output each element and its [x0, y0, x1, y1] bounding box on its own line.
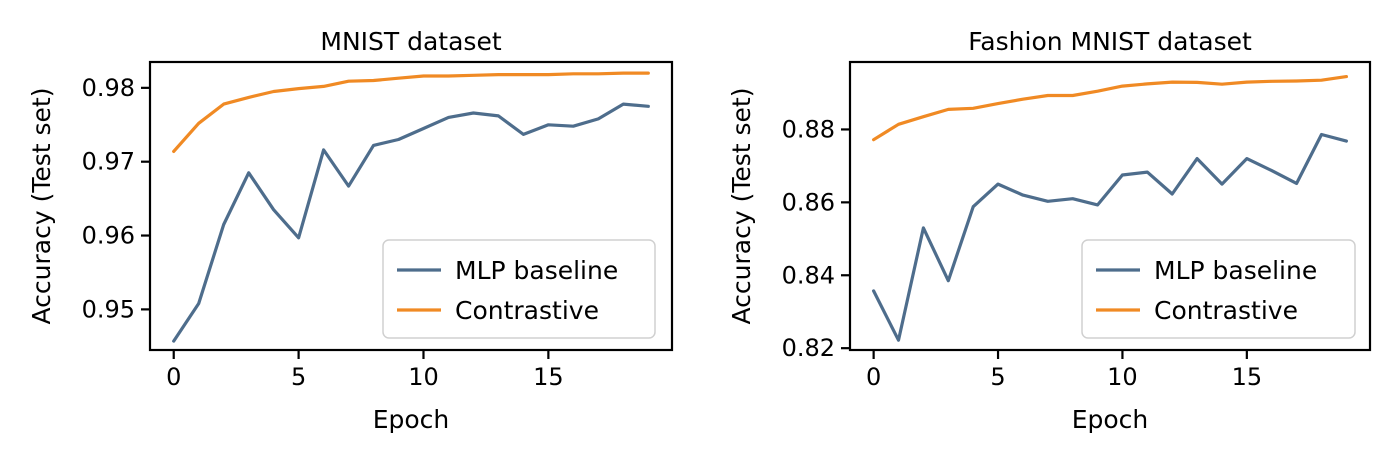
plot-frame	[148, 60, 674, 352]
x-tick-label: 10	[408, 363, 439, 391]
chart-panel-2: 0 5 10 15 0.82 0.84 0.86 0.88 Fashion MNIST data…	[727, 27, 1372, 434]
legend-box	[382, 239, 656, 339]
legend-label: MLP baseline	[1154, 256, 1317, 285]
x-tick-label: 15	[533, 363, 564, 391]
legend-label: MLP baseline	[455, 256, 618, 285]
y-tick-label: 0.84	[782, 261, 835, 289]
y-tick-label: 0.82	[782, 334, 835, 362]
x-tick-label: 5	[990, 363, 1005, 391]
y-axis-label: Accuracy (Test set)	[727, 88, 756, 325]
y-axis-label: Accuracy (Test set)	[27, 88, 56, 325]
series-line-contrastive	[871, 74, 1349, 142]
series-line-mlp-baseline	[172, 102, 650, 343]
series-line-contrastive	[172, 71, 650, 153]
legend: MLP baseline Contrastive	[382, 239, 656, 339]
y-tick-label: 0.88	[782, 115, 835, 143]
series-line-mlp-baseline	[871, 132, 1349, 342]
x-tick-label: 0	[166, 363, 181, 391]
y-tick-label: 0.97	[82, 148, 135, 176]
y-tick-label: 0.95	[82, 295, 135, 323]
legend-label: Contrastive	[455, 296, 599, 325]
chart-title: Fashion MNIST dataset	[968, 27, 1252, 56]
chart-title: MNIST dataset	[320, 27, 501, 56]
legend: MLP baseline Contrastive	[1081, 239, 1356, 339]
y-tick-label: 0.98	[82, 74, 135, 102]
y-tick-label: 0.96	[82, 222, 135, 250]
x-tick-label: 10	[1107, 363, 1138, 391]
legend-label: Contrastive	[1154, 296, 1298, 325]
x-tick-label: 15	[1232, 363, 1263, 391]
plot-frame	[848, 60, 1372, 352]
x-axis-label: Epoch	[373, 405, 450, 434]
x-tick-label: 0	[866, 363, 881, 391]
x-axis-label: Epoch	[1072, 405, 1149, 434]
x-tick-label: 5	[291, 363, 306, 391]
y-tick-label: 0.86	[782, 188, 835, 216]
legend-box	[1081, 239, 1356, 339]
chart-panel-1: 0 5 10 15 0.95 0.96 0.97 0.98 MNIST dataset Epoch…	[27, 27, 674, 434]
